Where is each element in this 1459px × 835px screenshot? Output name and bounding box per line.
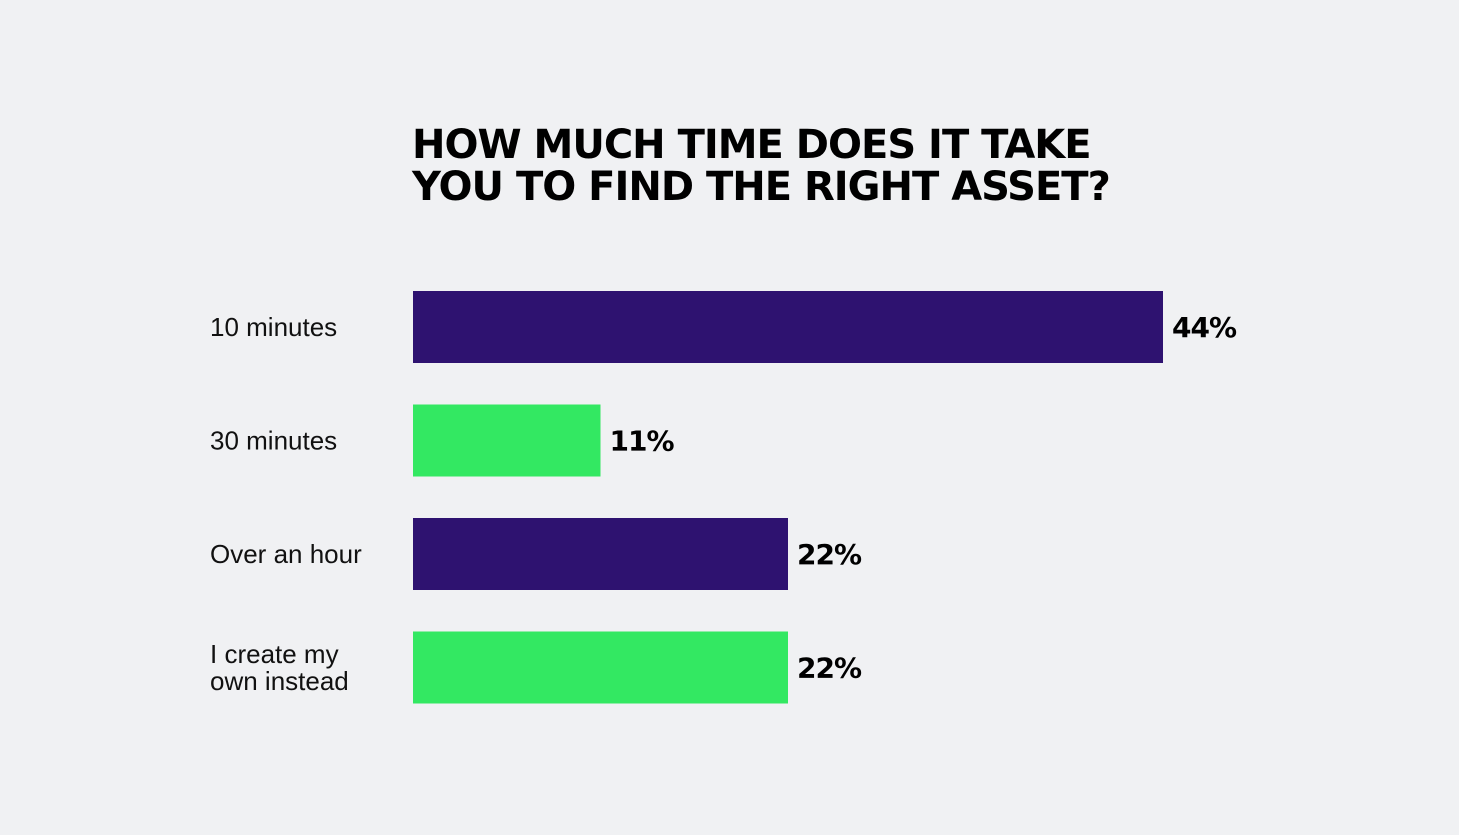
value-label-3: 22% (797, 538, 862, 571)
chart-title-line-1: HOW MUCH TIME DOES IT TAKE (412, 122, 1092, 168)
category-label-4-line-2: own instead (210, 666, 349, 696)
category-label-2: 30 minutes (210, 426, 337, 456)
category-label-4: I create my own instead (210, 639, 349, 696)
bar-1 (413, 291, 1163, 363)
category-label-3: Over an hour (210, 539, 362, 569)
bar-3 (413, 518, 788, 590)
value-label-1: 44% (1172, 311, 1237, 344)
category-label-4-line-1: I create my (210, 639, 339, 669)
category-label-1-line-1: 10 minutes (210, 312, 337, 342)
bar-4 (413, 631, 788, 704)
value-label-2: 11% (610, 425, 675, 458)
category-label-1: 10 minutes (210, 312, 337, 342)
value-label-4: 22% (797, 652, 862, 685)
chart-title: HOW MUCH TIME DOES IT TAKE YOU TO FIND T… (412, 122, 1111, 210)
chart-title-line-2: YOU TO FIND THE RIGHT ASSET? (412, 164, 1111, 210)
category-label-2-line-1: 30 minutes (210, 426, 337, 456)
bar-2 (413, 404, 601, 477)
category-label-3-line-1: Over an hour (210, 539, 362, 569)
